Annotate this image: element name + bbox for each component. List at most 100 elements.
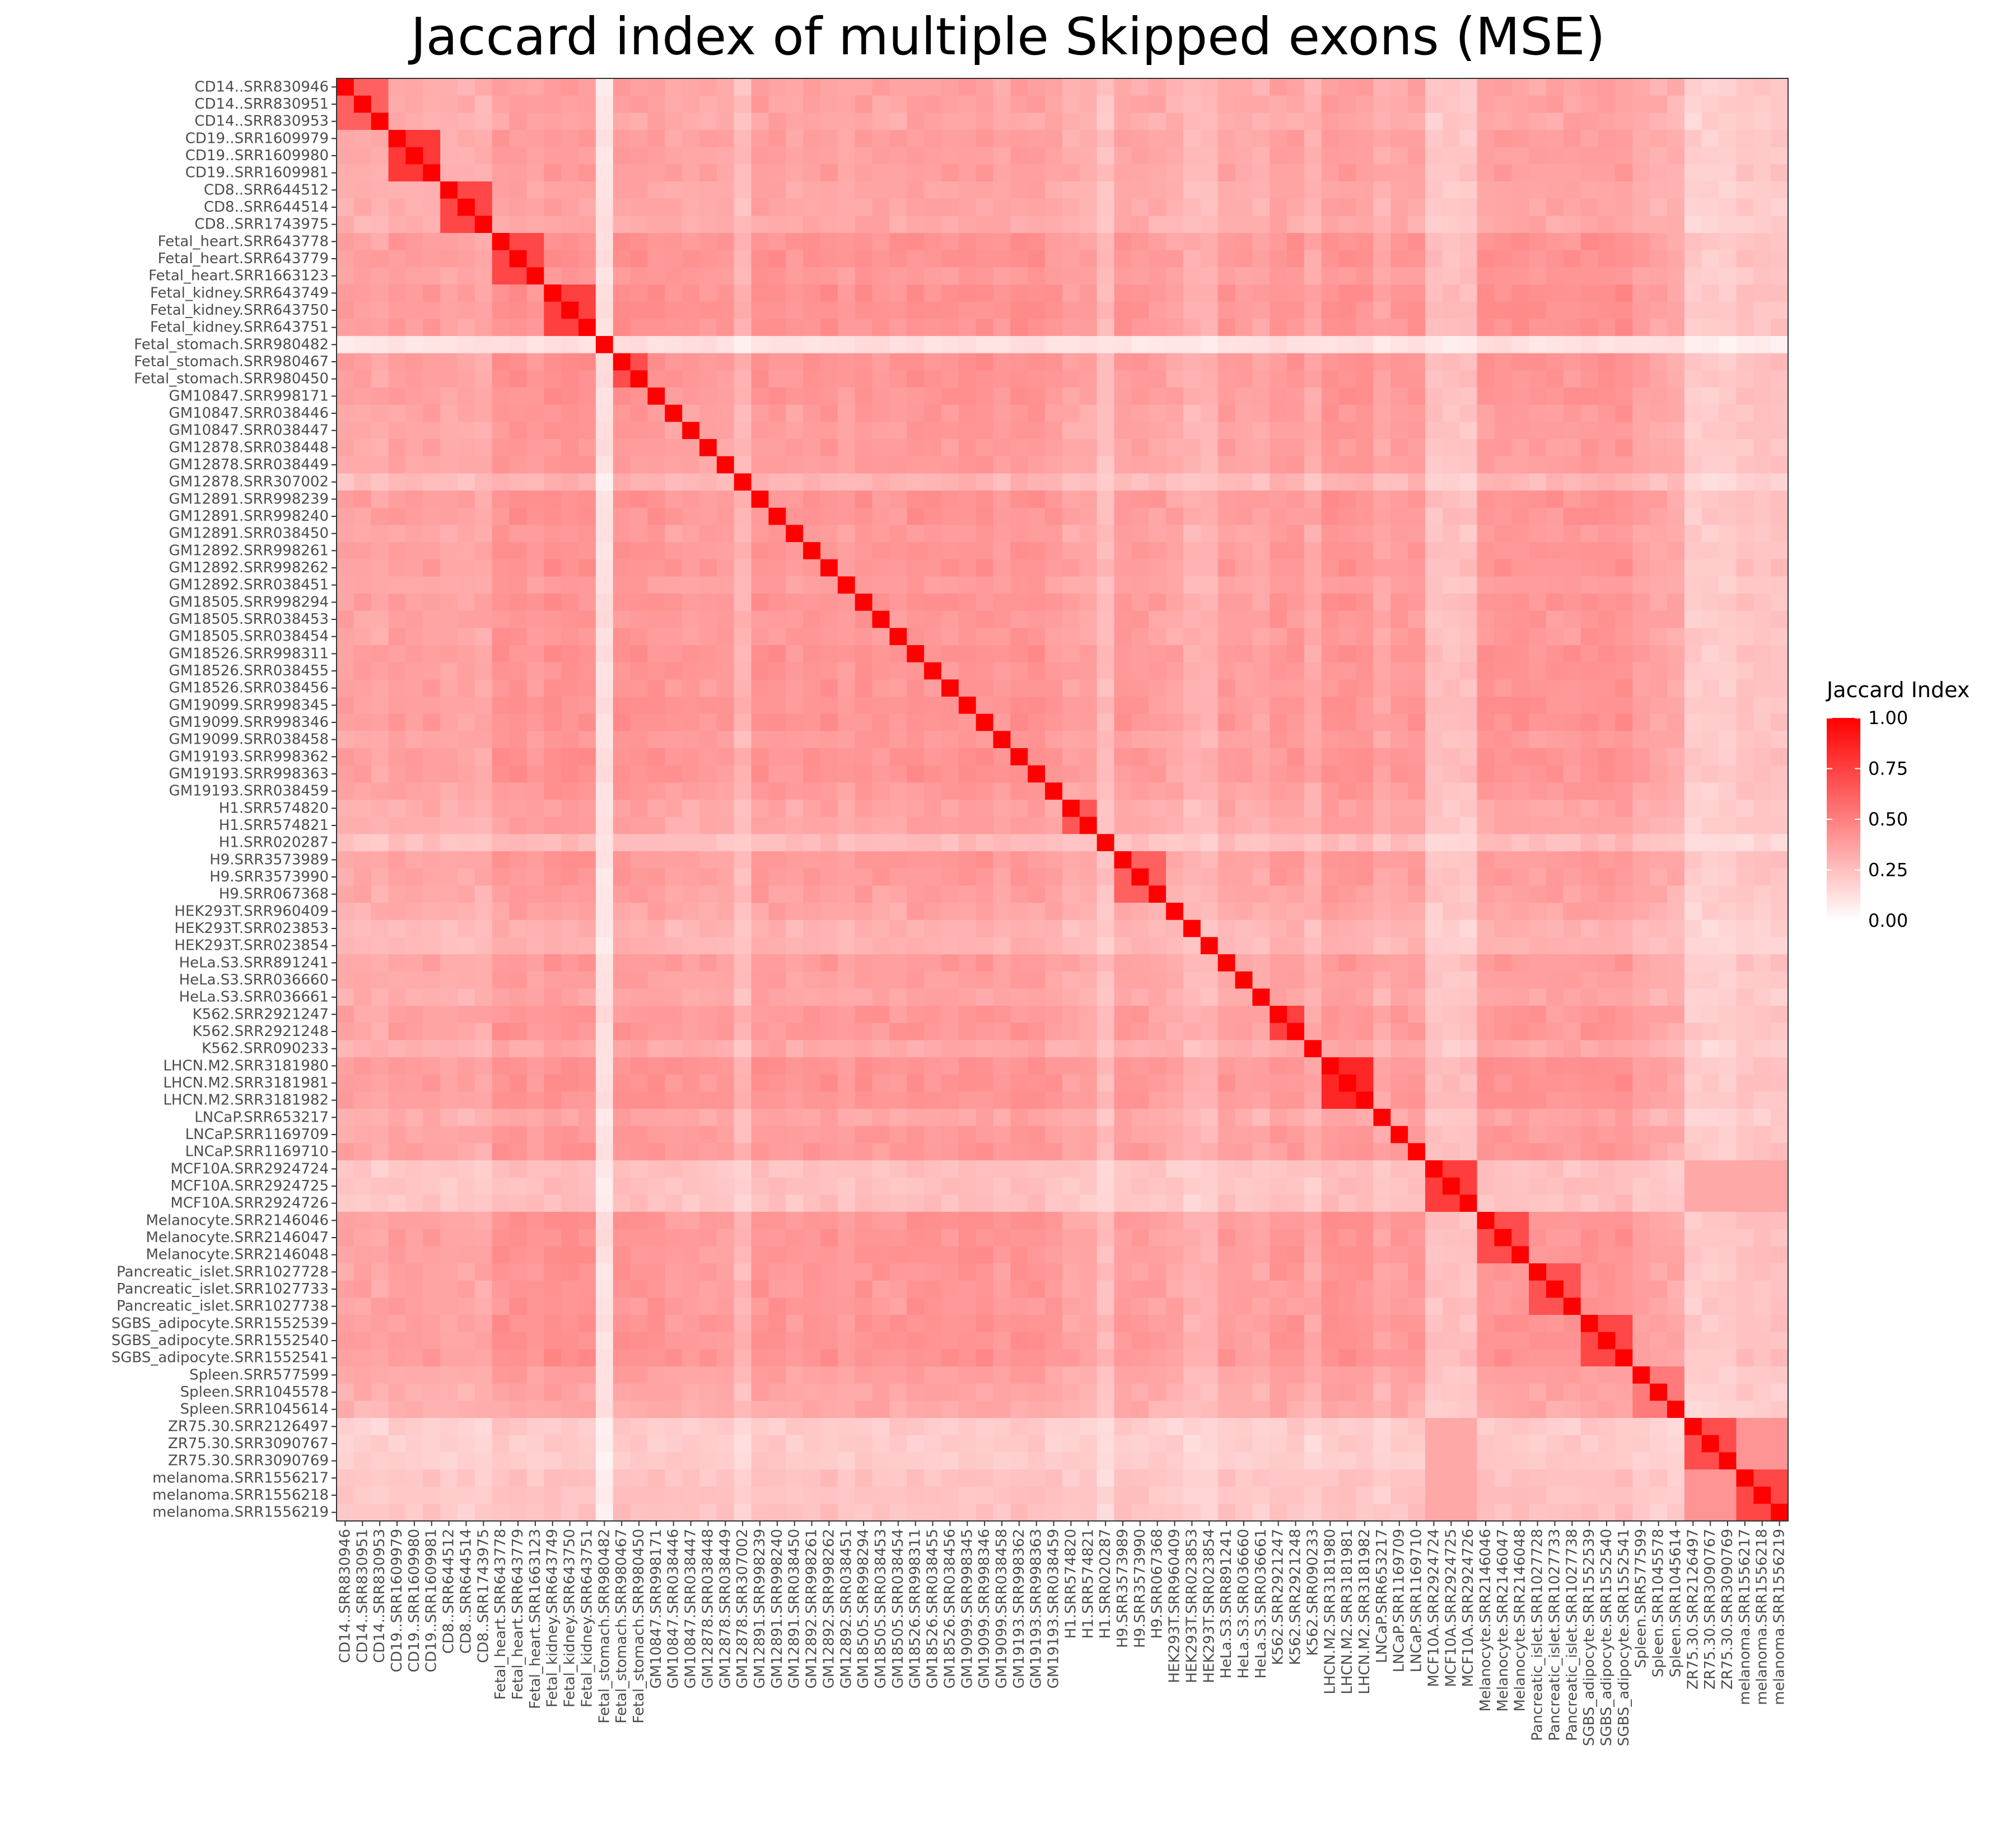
heatmap-cell	[837, 628, 856, 646]
heatmap-cell	[1131, 610, 1149, 628]
heatmap-cell	[1667, 164, 1685, 182]
heatmap-cell	[1338, 181, 1357, 199]
heatmap-cell	[1079, 336, 1098, 354]
heatmap-cell	[1546, 113, 1564, 130]
heatmap-cell	[1615, 507, 1633, 525]
heatmap-cell	[1235, 1074, 1253, 1092]
heatmap-cell	[613, 713, 631, 731]
heatmap-cell	[872, 800, 890, 818]
heatmap-cell	[474, 336, 493, 354]
heatmap-cell	[993, 95, 1011, 113]
heatmap-cell	[1442, 491, 1460, 508]
heatmap-cell	[1079, 164, 1098, 182]
heatmap-cell	[751, 78, 769, 96]
heatmap-cell	[820, 713, 838, 731]
heatmap-cell	[1217, 216, 1236, 234]
heatmap-cell	[440, 198, 458, 216]
heatmap-cell	[716, 1040, 735, 1058]
heatmap-cell	[1701, 800, 1720, 818]
heatmap-cell	[1390, 388, 1408, 405]
heatmap-cell	[751, 113, 769, 130]
heatmap-cell	[1771, 78, 1789, 96]
heatmap-cell	[1529, 576, 1547, 594]
heatmap-cell	[803, 748, 821, 766]
heatmap-cell	[405, 130, 423, 148]
heatmap-cell	[440, 507, 458, 525]
heatmap-cell	[1477, 885, 1495, 903]
heatmap-cell	[1546, 353, 1564, 371]
heatmap-cell	[889, 988, 907, 1006]
heatmap-cell	[872, 456, 890, 474]
heatmap-cell	[1062, 1057, 1080, 1075]
heatmap-cell	[803, 284, 821, 302]
heatmap-cell	[699, 250, 717, 268]
heatmap-cell	[1338, 594, 1357, 612]
heatmap-cell	[1390, 697, 1408, 715]
heatmap-cell	[561, 851, 579, 869]
heatmap-cell	[1615, 851, 1633, 869]
heatmap-cell	[1062, 542, 1080, 560]
heatmap-cell	[1615, 95, 1633, 113]
heatmap-cell	[1701, 216, 1720, 234]
heatmap-cell	[1062, 851, 1080, 869]
heatmap-cell	[803, 95, 821, 113]
heatmap-cell	[561, 1006, 579, 1024]
heatmap-cell	[578, 1006, 596, 1024]
heatmap-cell	[337, 731, 354, 749]
heatmap-cell	[1701, 250, 1720, 268]
heatmap-cell	[1736, 319, 1754, 337]
heatmap-cell	[1684, 130, 1702, 148]
heatmap-cell	[958, 113, 977, 130]
heatmap-cell	[613, 954, 631, 972]
heatmap-cell	[837, 301, 856, 319]
heatmap-cell	[1632, 147, 1650, 165]
heatmap-cell	[1045, 868, 1063, 886]
heatmap-cell	[682, 216, 700, 234]
heatmap-cell	[647, 645, 665, 663]
heatmap-cell	[1373, 903, 1391, 921]
heatmap-cell	[509, 679, 528, 697]
heatmap-cell	[820, 610, 838, 628]
heatmap-cell	[492, 971, 510, 989]
heatmap-cell	[1166, 388, 1184, 405]
heatmap-cell	[1287, 834, 1305, 852]
heatmap-cell	[1252, 507, 1270, 525]
heatmap-cell	[1615, 404, 1633, 422]
heatmap-cell	[613, 679, 631, 697]
heatmap-cell	[1701, 834, 1720, 852]
heatmap-cell	[751, 782, 769, 800]
heatmap-cell	[924, 164, 942, 182]
heatmap-cell	[889, 576, 907, 594]
heatmap-cell	[716, 473, 735, 491]
heatmap-cell	[1045, 113, 1063, 130]
heatmap-cell	[1270, 147, 1287, 165]
heatmap-cell	[526, 422, 544, 440]
heatmap-cell	[492, 439, 510, 457]
heatmap-cell	[924, 885, 942, 903]
heatmap-cell	[1408, 284, 1426, 302]
heatmap-cell	[1373, 1006, 1391, 1024]
heatmap-cell	[578, 388, 596, 405]
heatmap-cell	[1096, 782, 1115, 800]
heatmap-cell	[1753, 988, 1771, 1006]
heatmap-cell	[1356, 439, 1374, 457]
heatmap-cell	[544, 1074, 562, 1092]
heatmap-cell	[1304, 404, 1322, 422]
heatmap-cell	[1632, 662, 1650, 680]
heatmap-cell	[1736, 679, 1754, 697]
heatmap-cell	[578, 816, 596, 834]
heatmap-cell	[630, 250, 648, 268]
heatmap-cell	[647, 319, 665, 337]
heatmap-cell	[803, 319, 821, 337]
heatmap-cell	[647, 284, 665, 302]
heatmap-cell	[1736, 301, 1754, 319]
heatmap-cell	[1477, 319, 1495, 337]
heatmap-cell	[578, 697, 596, 715]
heatmap-cell	[1183, 301, 1201, 319]
heatmap-cell	[1356, 559, 1374, 577]
heatmap-cell	[1270, 645, 1287, 663]
heatmap-cell	[1442, 765, 1460, 783]
heatmap-cell	[1217, 628, 1236, 646]
heatmap-cell	[924, 868, 942, 886]
